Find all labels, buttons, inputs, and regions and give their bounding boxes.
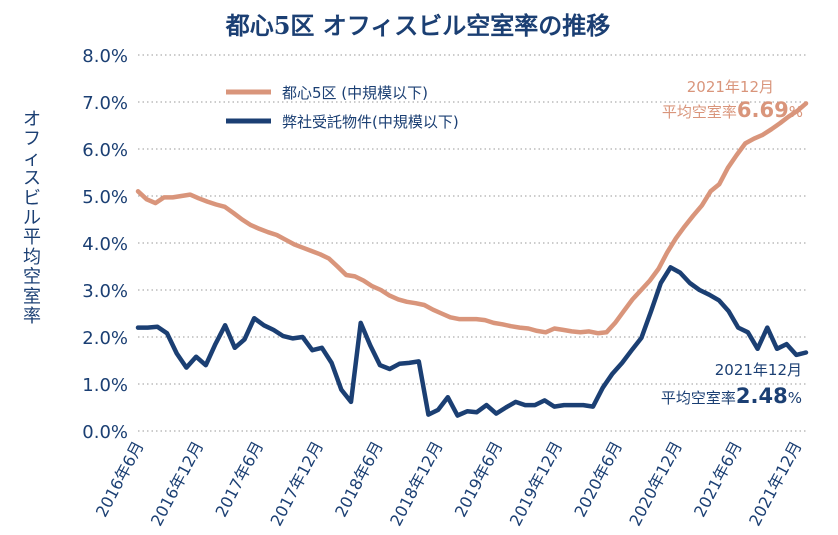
x-tick-label: 2019年12月 — [506, 438, 566, 529]
annotation-value-text: 平均空室率6.69% — [662, 98, 803, 122]
x-tick-label: 2020年12月 — [625, 438, 685, 529]
legend-label-series-2: 弊社受託物件(中規模以下) — [282, 113, 459, 131]
annotation-date: 2021年12月 — [715, 361, 802, 379]
y-tick-label: 2.0% — [82, 328, 128, 349]
x-tick-label: 2018年12月 — [386, 438, 446, 529]
x-tick-label: 2017年6月 — [211, 438, 267, 520]
y-tick-label: 8.0% — [82, 46, 128, 67]
y-axis-label-char: ス — [23, 168, 41, 189]
y-tick-label: 4.0% — [82, 234, 128, 255]
x-tick-label: 2017年12月 — [267, 438, 327, 529]
y-axis-label-char: ィ — [23, 148, 41, 169]
y-tick-label: 5.0% — [82, 187, 128, 208]
y-axis-label-char: オ — [23, 109, 41, 130]
series-line-1 — [135, 101, 809, 336]
y-axis-label-char: 均 — [23, 247, 41, 268]
y-axis-label-char: 率 — [23, 306, 41, 327]
y-tick-label: 1.0% — [82, 375, 128, 396]
y-axis-label-char: ル — [23, 208, 41, 229]
x-tick-label: 2021年12月 — [745, 438, 805, 529]
legend-label-series-1: 都心5区 (中規模以下) — [282, 84, 428, 102]
series-lines — [135, 101, 809, 418]
grid-lines — [138, 54, 806, 432]
x-tick-label: 2020年6月 — [570, 438, 626, 520]
x-axis-ticks: 2016年6月 2016年12月 2017年6月 2017年12月 2018年6月 201… — [92, 438, 806, 529]
series-line-2 — [135, 265, 809, 418]
y-axis-label-char: 平 — [23, 227, 41, 248]
annotation-date: 2021年12月 — [687, 78, 774, 96]
y-axis-label-char: 空 — [23, 267, 41, 288]
annotation-series-2: 2021年12月 平均空室率2.48% — [661, 361, 802, 408]
annotation-series-1: 2021年12月 平均空室率6.69% — [662, 78, 803, 122]
y-axis-label-char: 室 — [23, 286, 41, 307]
y-tick-label: 7.0% — [82, 93, 128, 114]
y-axis-ticks: 0.0% 1.0% 2.0% 3.0% 4.0% 5.0% 6.0% 7.0% 8.0% — [82, 46, 128, 443]
y-tick-label: 3.0% — [82, 281, 128, 302]
chart-title: 都心5区 オフィスビル空室率の推移 — [225, 11, 611, 40]
legend: 都心5区 (中規模以下) 弊社受託物件(中規模以下) — [226, 84, 459, 131]
x-tick-label: 2018年6月 — [331, 438, 387, 520]
y-axis-label-char: ビ — [23, 188, 41, 209]
annotation-value-text: 平均空室率2.48% — [661, 384, 802, 408]
x-tick-label: 2016年6月 — [92, 438, 148, 520]
x-tick-label: 2021年6月 — [690, 438, 746, 520]
x-tick-label: 2019年6月 — [451, 438, 507, 520]
x-tick-label: 2016年12月 — [147, 438, 207, 529]
y-tick-label: 0.0% — [82, 422, 128, 443]
y-tick-label: 6.0% — [82, 140, 128, 161]
y-axis-label-char: フ — [23, 129, 41, 150]
